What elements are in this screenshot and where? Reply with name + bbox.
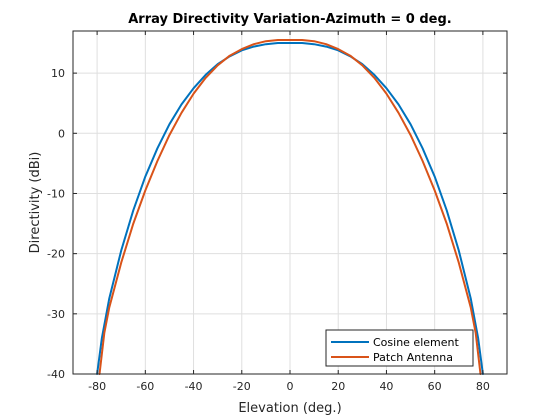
y-tick-label: -20 bbox=[47, 248, 65, 261]
x-tick-label: -40 bbox=[185, 380, 203, 393]
series-lines bbox=[96, 39, 484, 375]
x-axis-label: Elevation (deg.) bbox=[238, 401, 341, 416]
y-tick-label: -30 bbox=[47, 308, 65, 321]
x-tick-label: 80 bbox=[476, 380, 490, 393]
y-tick-label: 0 bbox=[58, 127, 65, 140]
chart-title: Array Directivity Variation-Azimuth = 0 … bbox=[128, 12, 452, 27]
series-line-patch-antenna bbox=[98, 39, 482, 375]
x-tick-label: -20 bbox=[233, 380, 251, 393]
x-tick-label: 40 bbox=[379, 380, 393, 393]
x-tick-label: 60 bbox=[428, 380, 442, 393]
x-tick-label: 20 bbox=[331, 380, 345, 393]
legend-label-cosine-element: Cosine element bbox=[373, 336, 459, 349]
x-tick-label: -80 bbox=[88, 380, 106, 393]
legend-box bbox=[325, 329, 474, 367]
x-tick-label: -60 bbox=[136, 380, 154, 393]
y-tick-label: 10 bbox=[51, 67, 65, 80]
x-tick-label: 0 bbox=[287, 380, 294, 393]
axis-ticks: -80 -60 -40 -20 0 20 40 60 80 -40 -30 -20 -10 0 10 bbox=[47, 31, 507, 393]
legend: Cosine element Patch Antenna bbox=[325, 329, 474, 367]
legend-label-patch-antenna: Patch Antenna bbox=[373, 351, 453, 364]
series-line-cosine-element bbox=[96, 42, 484, 375]
y-tick-label: -10 bbox=[47, 187, 65, 200]
y-axis-label: Directivity (dBi) bbox=[28, 152, 43, 254]
y-tick-label: -40 bbox=[47, 368, 65, 381]
